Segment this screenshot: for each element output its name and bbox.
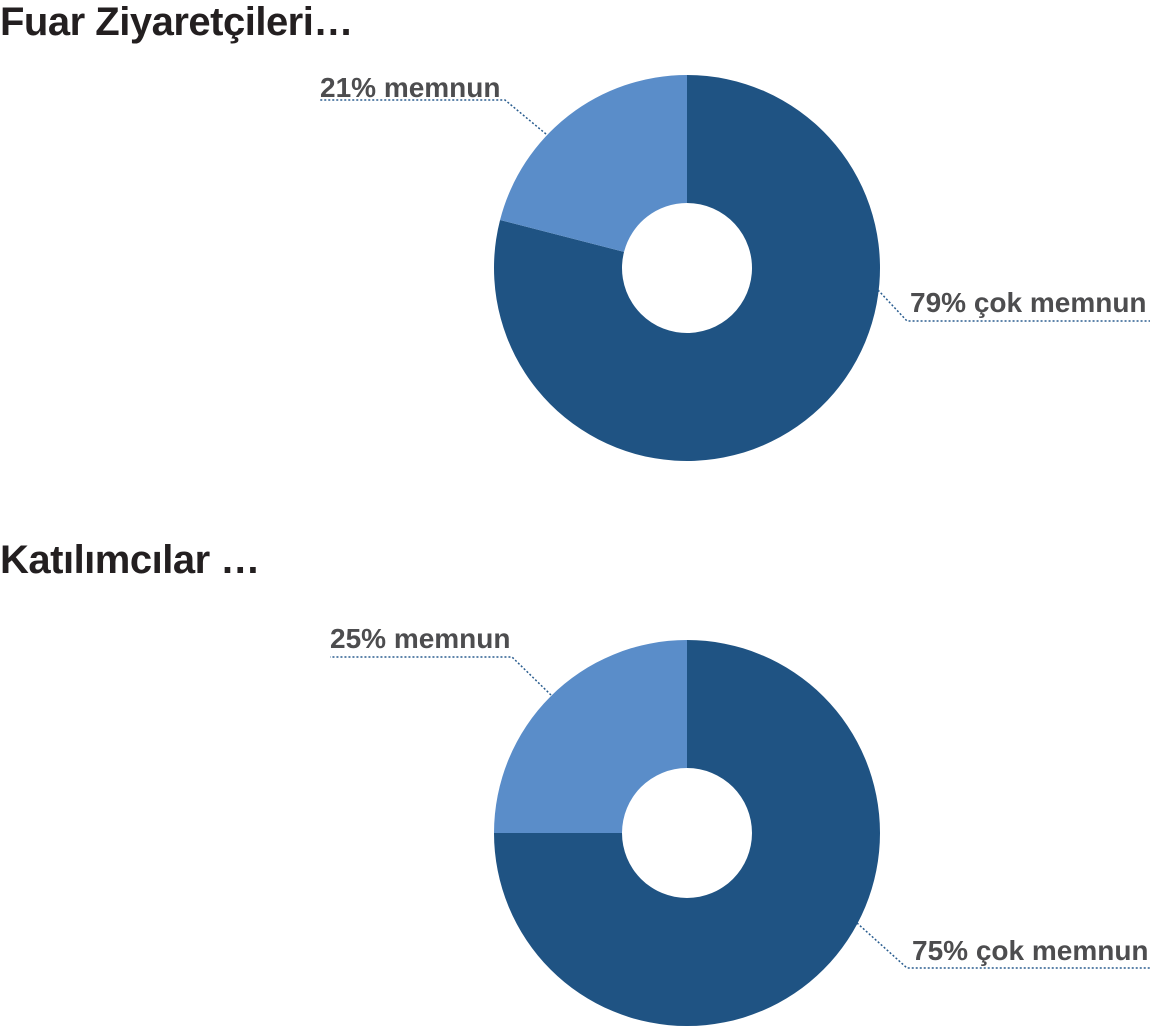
chart-2-title: Katılımcılar …	[0, 538, 260, 582]
chart-1-leader-line-2	[320, 99, 547, 135]
chart-2-leader-line-1	[856, 922, 1150, 969]
chart-1-slice-1	[494, 75, 880, 461]
chart-2-slice-2	[494, 640, 687, 833]
chart-1-slice-label-2: 21% memnun	[320, 72, 501, 103]
chart-1-leader-line-1	[877, 289, 1150, 322]
chart-2-leader-line-2	[330, 656, 552, 696]
chart-2-donut: 75% çok memnun 25% memnun	[330, 623, 1150, 1026]
chart-1-title: Fuar Ziyaretçileri…	[0, 0, 353, 44]
chart-2-slice-label-1: 75% çok memnun	[912, 935, 1149, 966]
chart-1-donut: 79% çok memnun 21% memnun	[320, 72, 1150, 461]
chart-1-slice-label-1: 79% çok memnun	[910, 287, 1147, 318]
chart-2-slice-1	[494, 640, 880, 1026]
chart-2-slice-label-2: 25% memnun	[330, 623, 511, 654]
chart-1-slice-2	[500, 75, 687, 252]
